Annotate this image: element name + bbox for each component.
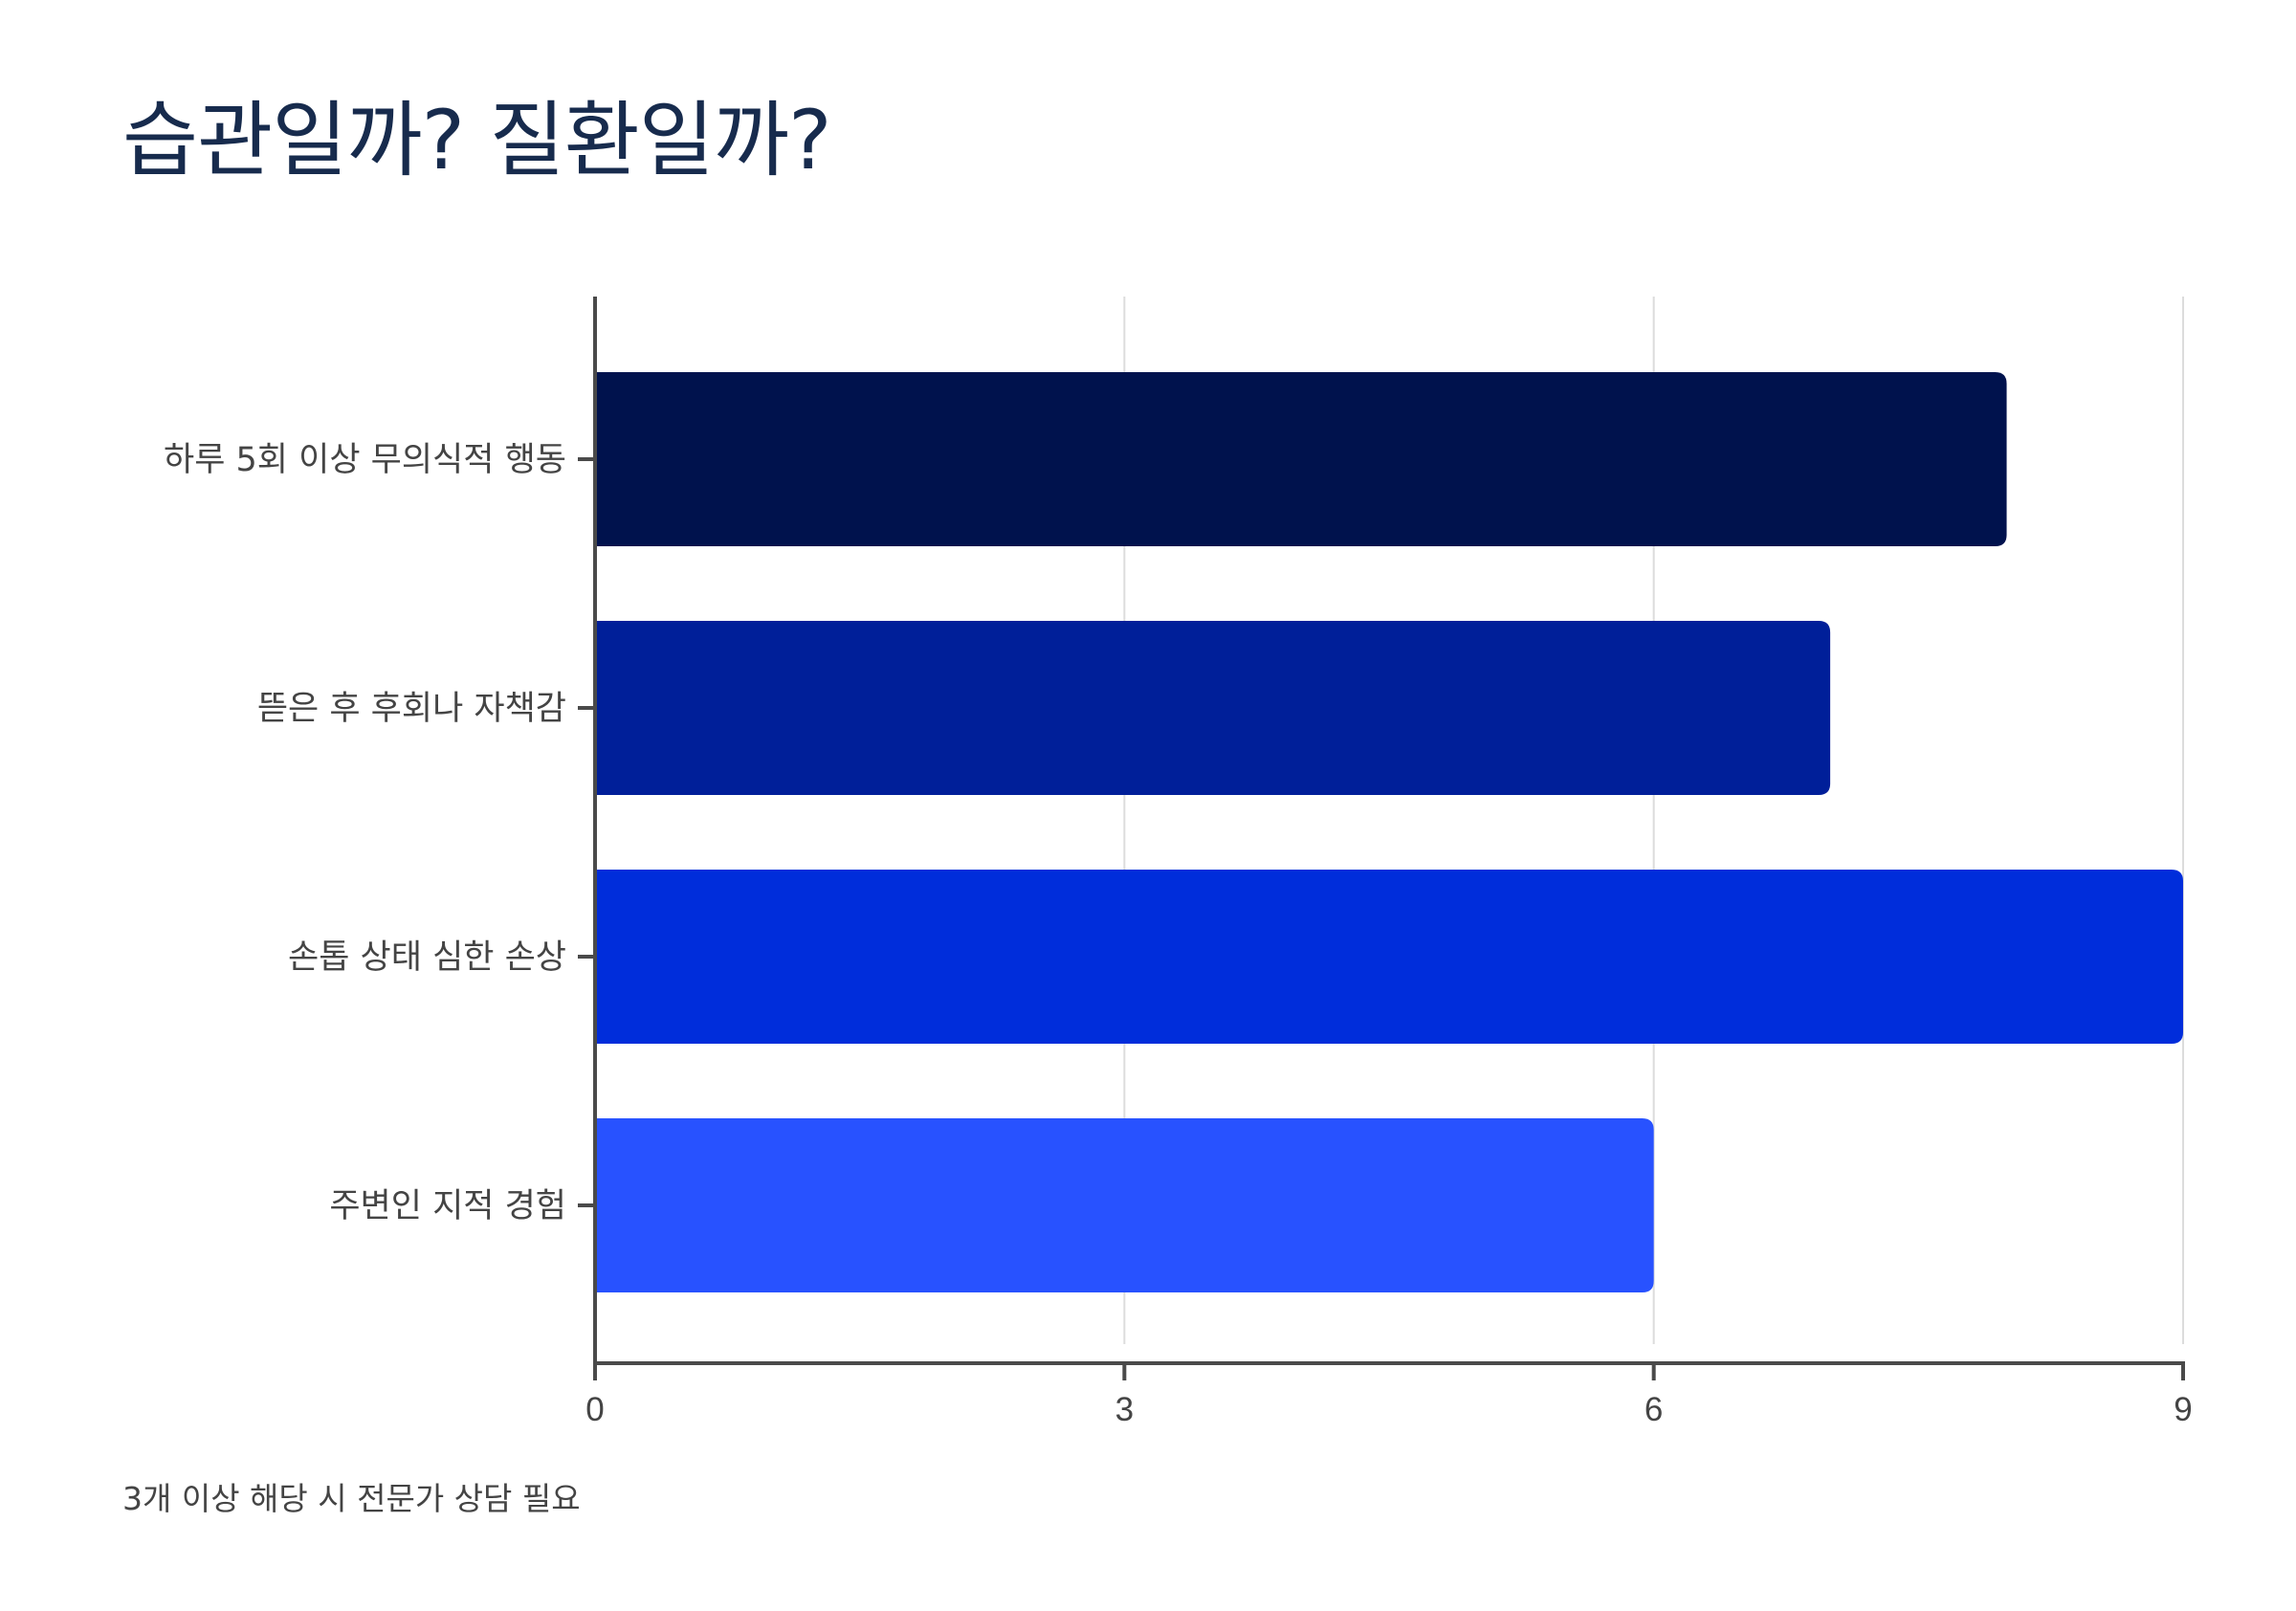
y-tick-label-0: 하루 5회 이상 무의식적 행동	[164, 441, 566, 479]
y-tick-label-2: 손톱 상태 심한 손상	[288, 938, 566, 977]
x-tick-label-2: 6	[1645, 1391, 1663, 1428]
bar-2	[595, 870, 2183, 1044]
x-tick-label-1: 3	[1115, 1391, 1134, 1428]
chart-footnote: 3개 이상 해당 시 전문가 상담 필요	[122, 1480, 581, 1517]
x-tick-label-0: 0	[585, 1391, 604, 1428]
bar-0	[595, 372, 2007, 546]
chart-title: 습관일까? 질환일까?	[122, 93, 832, 188]
bar-1	[595, 621, 1831, 795]
x-tick-label-3: 9	[2174, 1391, 2192, 1428]
bar-3	[595, 1118, 1654, 1292]
y-tick-label-1: 뜯은 후 후회나 자책감	[257, 690, 566, 728]
y-tick-label-3: 주변인 지적 경험	[329, 1187, 566, 1225]
